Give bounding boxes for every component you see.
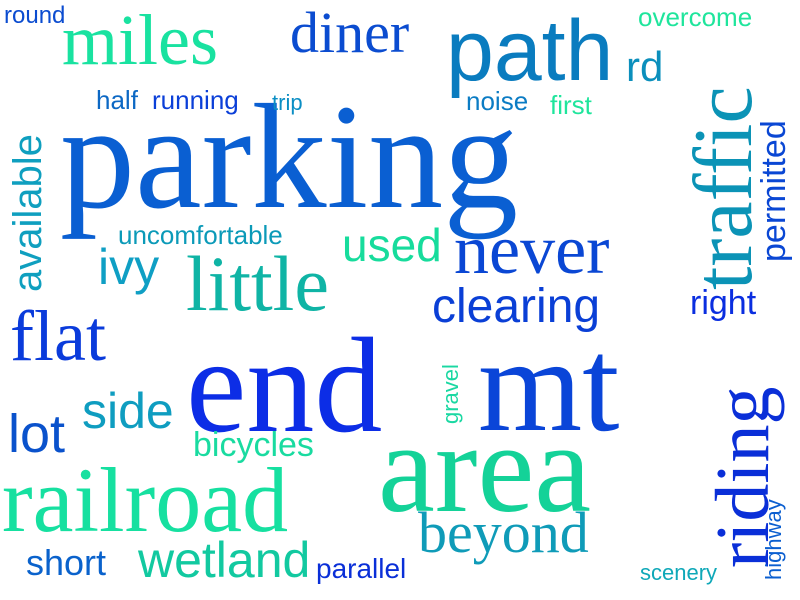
word-highway: highway	[761, 499, 786, 580]
word-railroad: railroad	[2, 449, 289, 551]
word-area: area	[378, 397, 592, 539]
word-permitted: permitted	[755, 120, 793, 262]
word-diner: diner	[290, 0, 410, 65]
word-scenery: scenery	[640, 560, 718, 585]
word-traffic: traffic	[677, 86, 770, 290]
word-end: end	[186, 311, 383, 461]
word-parking: parking	[60, 74, 519, 240]
word-wetland: wetland	[138, 532, 311, 588]
word-never: never	[454, 212, 610, 289]
word-gravel: gravel	[438, 364, 463, 424]
word-trip: trip	[272, 90, 303, 115]
word-uncomfortable: uncomfortable	[118, 220, 283, 250]
word-clearing: clearing	[432, 280, 601, 333]
word-right: right	[690, 284, 757, 322]
word-used: used	[342, 219, 442, 271]
word-flat: flat	[10, 296, 106, 376]
word-path: path	[446, 3, 614, 99]
word-parallel: parallel	[316, 553, 407, 584]
word-short: short	[26, 542, 107, 583]
word-lot: lot	[8, 404, 66, 464]
word-first: first	[550, 90, 592, 120]
word-ivy: ivy	[98, 239, 160, 295]
word-available: available	[6, 134, 50, 292]
word-running: running	[152, 85, 239, 115]
word-little: little	[186, 240, 329, 327]
word-round: round	[4, 2, 66, 29]
word-beyond: beyond	[418, 500, 589, 565]
word-mt: mt	[478, 311, 620, 459]
word-half: half	[96, 85, 138, 115]
word-side: side	[82, 383, 174, 439]
word-rd: rd	[626, 43, 664, 90]
word-overcome: overcome	[638, 2, 753, 32]
word-miles: miles	[62, 0, 218, 80]
word-noise: noise	[466, 86, 529, 116]
word-bicycles: bicycles	[193, 426, 314, 464]
